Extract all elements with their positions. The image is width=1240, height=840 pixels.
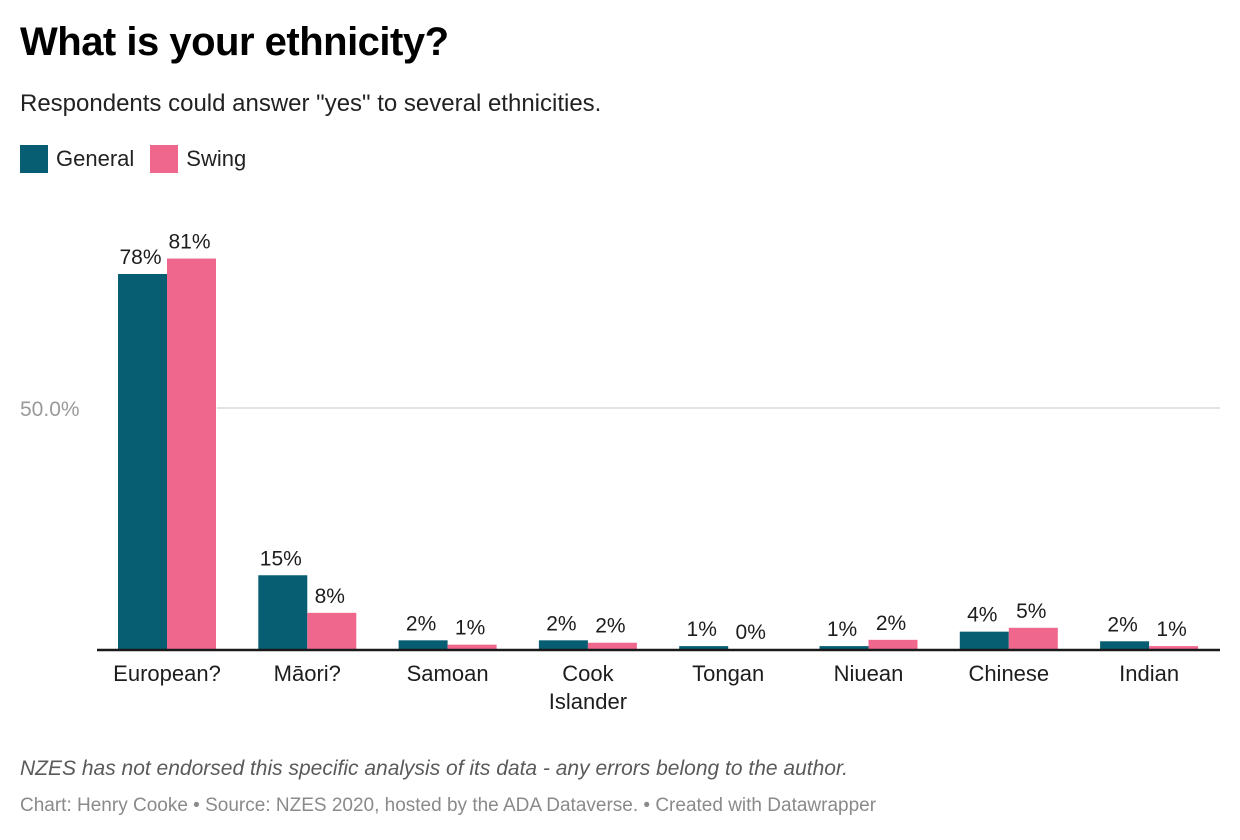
bar-chart: 50.0% 78% 81% European? 15% 8% Māori? 2% 1% Samoa… <box>20 231 1220 714</box>
value-label: 78% <box>119 246 161 269</box>
bar-general <box>538 640 588 649</box>
bar-swing <box>1149 646 1199 649</box>
bar-swing <box>587 642 637 649</box>
value-label: 0% <box>736 621 766 644</box>
value-label: 5% <box>1016 600 1046 623</box>
value-label: 8% <box>315 585 345 608</box>
value-label: 2% <box>1107 613 1137 636</box>
value-label: 2% <box>546 612 576 635</box>
x-tick-label: Cook <box>562 661 614 686</box>
bar-general <box>959 631 1009 649</box>
x-tick-label: Samoan <box>407 661 489 686</box>
x-tick-label: Indian <box>1119 661 1179 686</box>
bar-general <box>1100 641 1150 649</box>
x-tick-label: Chinese <box>968 661 1049 686</box>
value-label: 81% <box>168 231 210 254</box>
bar-swing <box>167 258 216 649</box>
bar-swing <box>1008 627 1058 649</box>
legend-label-general: General <box>56 146 135 171</box>
bar-general <box>819 646 869 649</box>
x-tick-label: Māori? <box>274 661 341 686</box>
value-label: 2% <box>876 612 906 635</box>
x-tick-label: Islander <box>549 689 627 714</box>
value-label: 4% <box>967 604 997 627</box>
legend-swatch-general <box>20 145 48 173</box>
value-label: 1% <box>827 618 857 641</box>
x-tick-label: Niuean <box>834 661 904 686</box>
legend-label-swing: Swing <box>186 146 247 171</box>
chart-note: NZES has not endorsed this specific anal… <box>20 757 848 780</box>
legend-swatch-swing <box>150 145 179 173</box>
bar-general <box>258 575 308 649</box>
legend-item-swing: Swing <box>150 145 246 173</box>
value-label: 2% <box>595 615 625 638</box>
value-label: 1% <box>1156 618 1186 641</box>
chart-subtitle: Respondents could answer "yes" to severa… <box>20 90 602 117</box>
value-label: 1% <box>455 617 485 640</box>
bar-general <box>118 274 167 649</box>
bar-general <box>679 646 729 649</box>
y-tick-label: 50.0% <box>20 398 80 421</box>
bar-general <box>398 640 448 649</box>
x-tick-label: European? <box>113 661 221 686</box>
legend: General Swing <box>20 145 262 173</box>
chart-title: What is your ethnicity? <box>20 20 449 64</box>
bar-swing <box>868 639 918 649</box>
legend-item-general: General <box>20 145 134 173</box>
value-label: 15% <box>260 547 302 570</box>
bar-swing <box>307 612 357 649</box>
chart-byline: Chart: Henry Cooke • Source: NZES 2020, … <box>20 795 877 816</box>
bar-swing <box>447 644 497 649</box>
x-tick-label: Tongan <box>692 661 764 686</box>
value-label: 1% <box>687 618 717 641</box>
value-label: 2% <box>406 612 436 635</box>
